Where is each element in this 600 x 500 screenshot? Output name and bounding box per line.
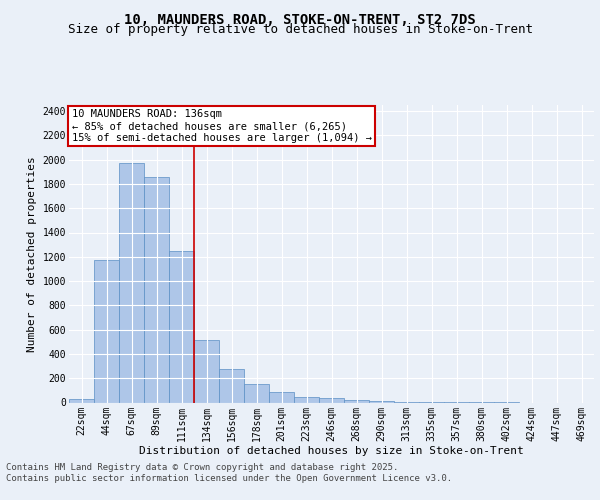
Bar — [344, 400, 369, 402]
Bar — [269, 392, 294, 402]
Bar — [319, 398, 344, 402]
Bar — [194, 340, 219, 402]
X-axis label: Distribution of detached houses by size in Stoke-on-Trent: Distribution of detached houses by size … — [139, 446, 524, 456]
Bar — [94, 260, 119, 402]
Y-axis label: Number of detached properties: Number of detached properties — [27, 156, 37, 352]
Bar — [119, 164, 144, 402]
Text: Contains HM Land Registry data © Crown copyright and database right 2025.: Contains HM Land Registry data © Crown c… — [6, 462, 398, 471]
Text: Size of property relative to detached houses in Stoke-on-Trent: Size of property relative to detached ho… — [67, 24, 533, 36]
Bar — [294, 396, 319, 402]
Bar — [169, 250, 194, 402]
Bar — [219, 369, 244, 402]
Bar — [144, 176, 169, 402]
Bar — [69, 400, 94, 402]
Text: 10 MAUNDERS ROAD: 136sqm
← 85% of detached houses are smaller (6,265)
15% of sem: 10 MAUNDERS ROAD: 136sqm ← 85% of detach… — [71, 110, 371, 142]
Text: Contains public sector information licensed under the Open Government Licence v3: Contains public sector information licen… — [6, 474, 452, 483]
Text: 10, MAUNDERS ROAD, STOKE-ON-TRENT, ST2 7DS: 10, MAUNDERS ROAD, STOKE-ON-TRENT, ST2 7… — [124, 12, 476, 26]
Bar — [244, 384, 269, 402]
